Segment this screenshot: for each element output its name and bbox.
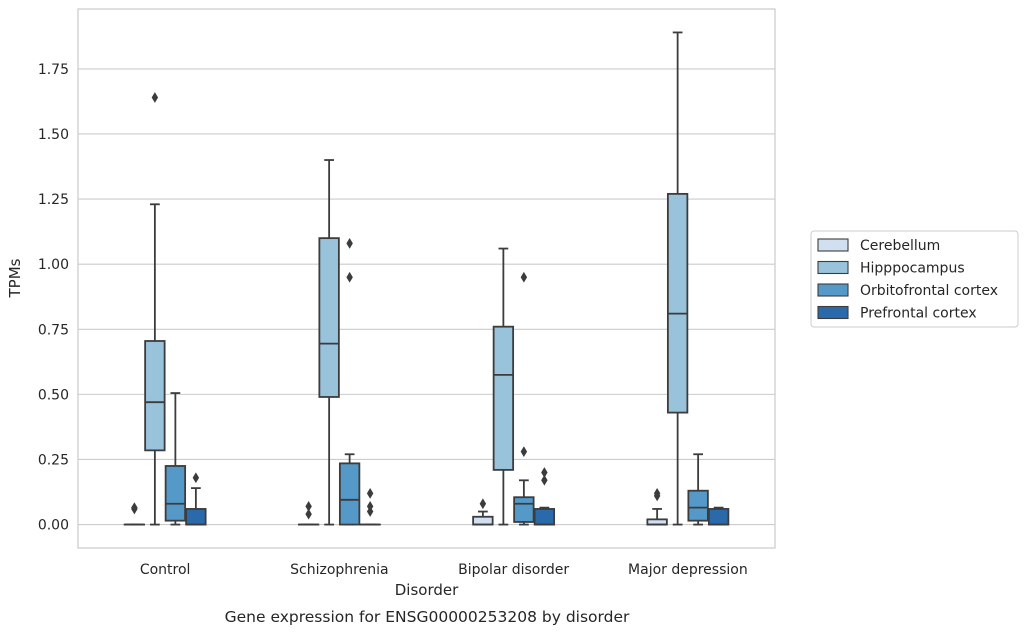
box-1-1	[318, 159, 340, 526]
box-0-3	[185, 472, 207, 526]
box-0-0	[123, 502, 146, 526]
legend-label: Cerebellum	[860, 238, 940, 254]
x-tick-label: Control	[140, 562, 191, 578]
outlier-point	[366, 506, 374, 517]
box-1-2	[338, 237, 361, 526]
plot-frame	[77, 8, 776, 549]
box-iqr	[492, 325, 515, 471]
x-tick-label: Bipolar disorder	[458, 562, 569, 578]
legend-swatch	[817, 238, 849, 252]
box-3-3	[707, 506, 730, 526]
legend-swatch	[817, 260, 849, 275]
box-iqr	[318, 237, 340, 398]
plot-background	[78, 9, 775, 548]
box-3-2	[687, 453, 709, 526]
x-tick-label: Schizophrenia	[290, 562, 388, 578]
outlier-point	[479, 498, 487, 510]
box-iqr	[666, 192, 689, 414]
outlier-point	[305, 500, 312, 512]
legend-swatch	[817, 283, 849, 297]
outlier-point	[131, 502, 138, 514]
outlier-point	[541, 474, 548, 486]
box-iqr	[185, 508, 207, 526]
box-iqr	[707, 508, 730, 526]
y-tick-label: 0.50	[38, 387, 69, 403]
y-tick-label: 0.00	[38, 518, 69, 534]
x-tick-labels: Control Schizophrenia Bipolar disorder Majo…	[140, 562, 748, 578]
box-2-1	[492, 247, 515, 526]
legend-label: Hipppocampus	[860, 261, 965, 277]
legend-swatch	[817, 305, 849, 320]
outlier-point	[366, 487, 374, 499]
box-2-3	[533, 467, 556, 526]
legend-label: Prefrontal cortex	[860, 306, 977, 322]
outlier-point	[346, 237, 353, 249]
y-tick-label: 1.75	[38, 62, 69, 78]
box-2-0	[472, 498, 494, 526]
box-1-0	[297, 500, 320, 526]
box-0-2	[164, 392, 187, 526]
outlier-point	[151, 92, 159, 103]
box-3-0	[646, 487, 668, 526]
box-plots	[123, 31, 730, 526]
y-tick-label: 0.75	[38, 322, 69, 338]
y-tick-labels: 0.00 0.25 0.50 0.75 1.00 1.25 1.50 1.75	[38, 62, 69, 534]
box-iqr	[144, 340, 166, 452]
legend: Cerebellum Hipppocampus Orbitofrontal cort…	[810, 230, 1019, 328]
box-iqr	[513, 496, 535, 523]
outlier-point	[541, 467, 548, 478]
box-iqr	[533, 508, 556, 526]
outlier-point	[346, 271, 353, 283]
y-axis-title: TPMs	[6, 258, 24, 298]
box-0-1	[144, 92, 166, 526]
outlier-point	[653, 487, 661, 499]
outlier-point	[520, 446, 528, 458]
y-tick-label: 1.00	[38, 257, 69, 273]
y-tick-label: 0.25	[38, 452, 69, 468]
y-tick-label: 1.50	[38, 127, 69, 143]
outlier-point	[192, 472, 200, 484]
y-tick-label: 1.25	[38, 192, 69, 208]
x-tick-label: Major depression	[628, 562, 748, 578]
outlier-point	[305, 508, 312, 520]
x-axis-title: Disorder	[395, 581, 459, 599]
box-iqr	[472, 515, 494, 526]
box-iqr	[164, 465, 187, 522]
box-iqr	[687, 489, 709, 522]
box-iqr	[338, 462, 361, 526]
box-3-1	[666, 31, 689, 526]
legend-frame	[810, 230, 1019, 328]
box-1-3	[359, 487, 381, 526]
chart-caption: Gene expression for ENSG00000253208 by d…	[225, 608, 630, 626]
outlier-point	[520, 271, 528, 283]
box-2-2	[513, 271, 535, 526]
legend-label: Orbitofrontal cortex	[860, 283, 998, 299]
